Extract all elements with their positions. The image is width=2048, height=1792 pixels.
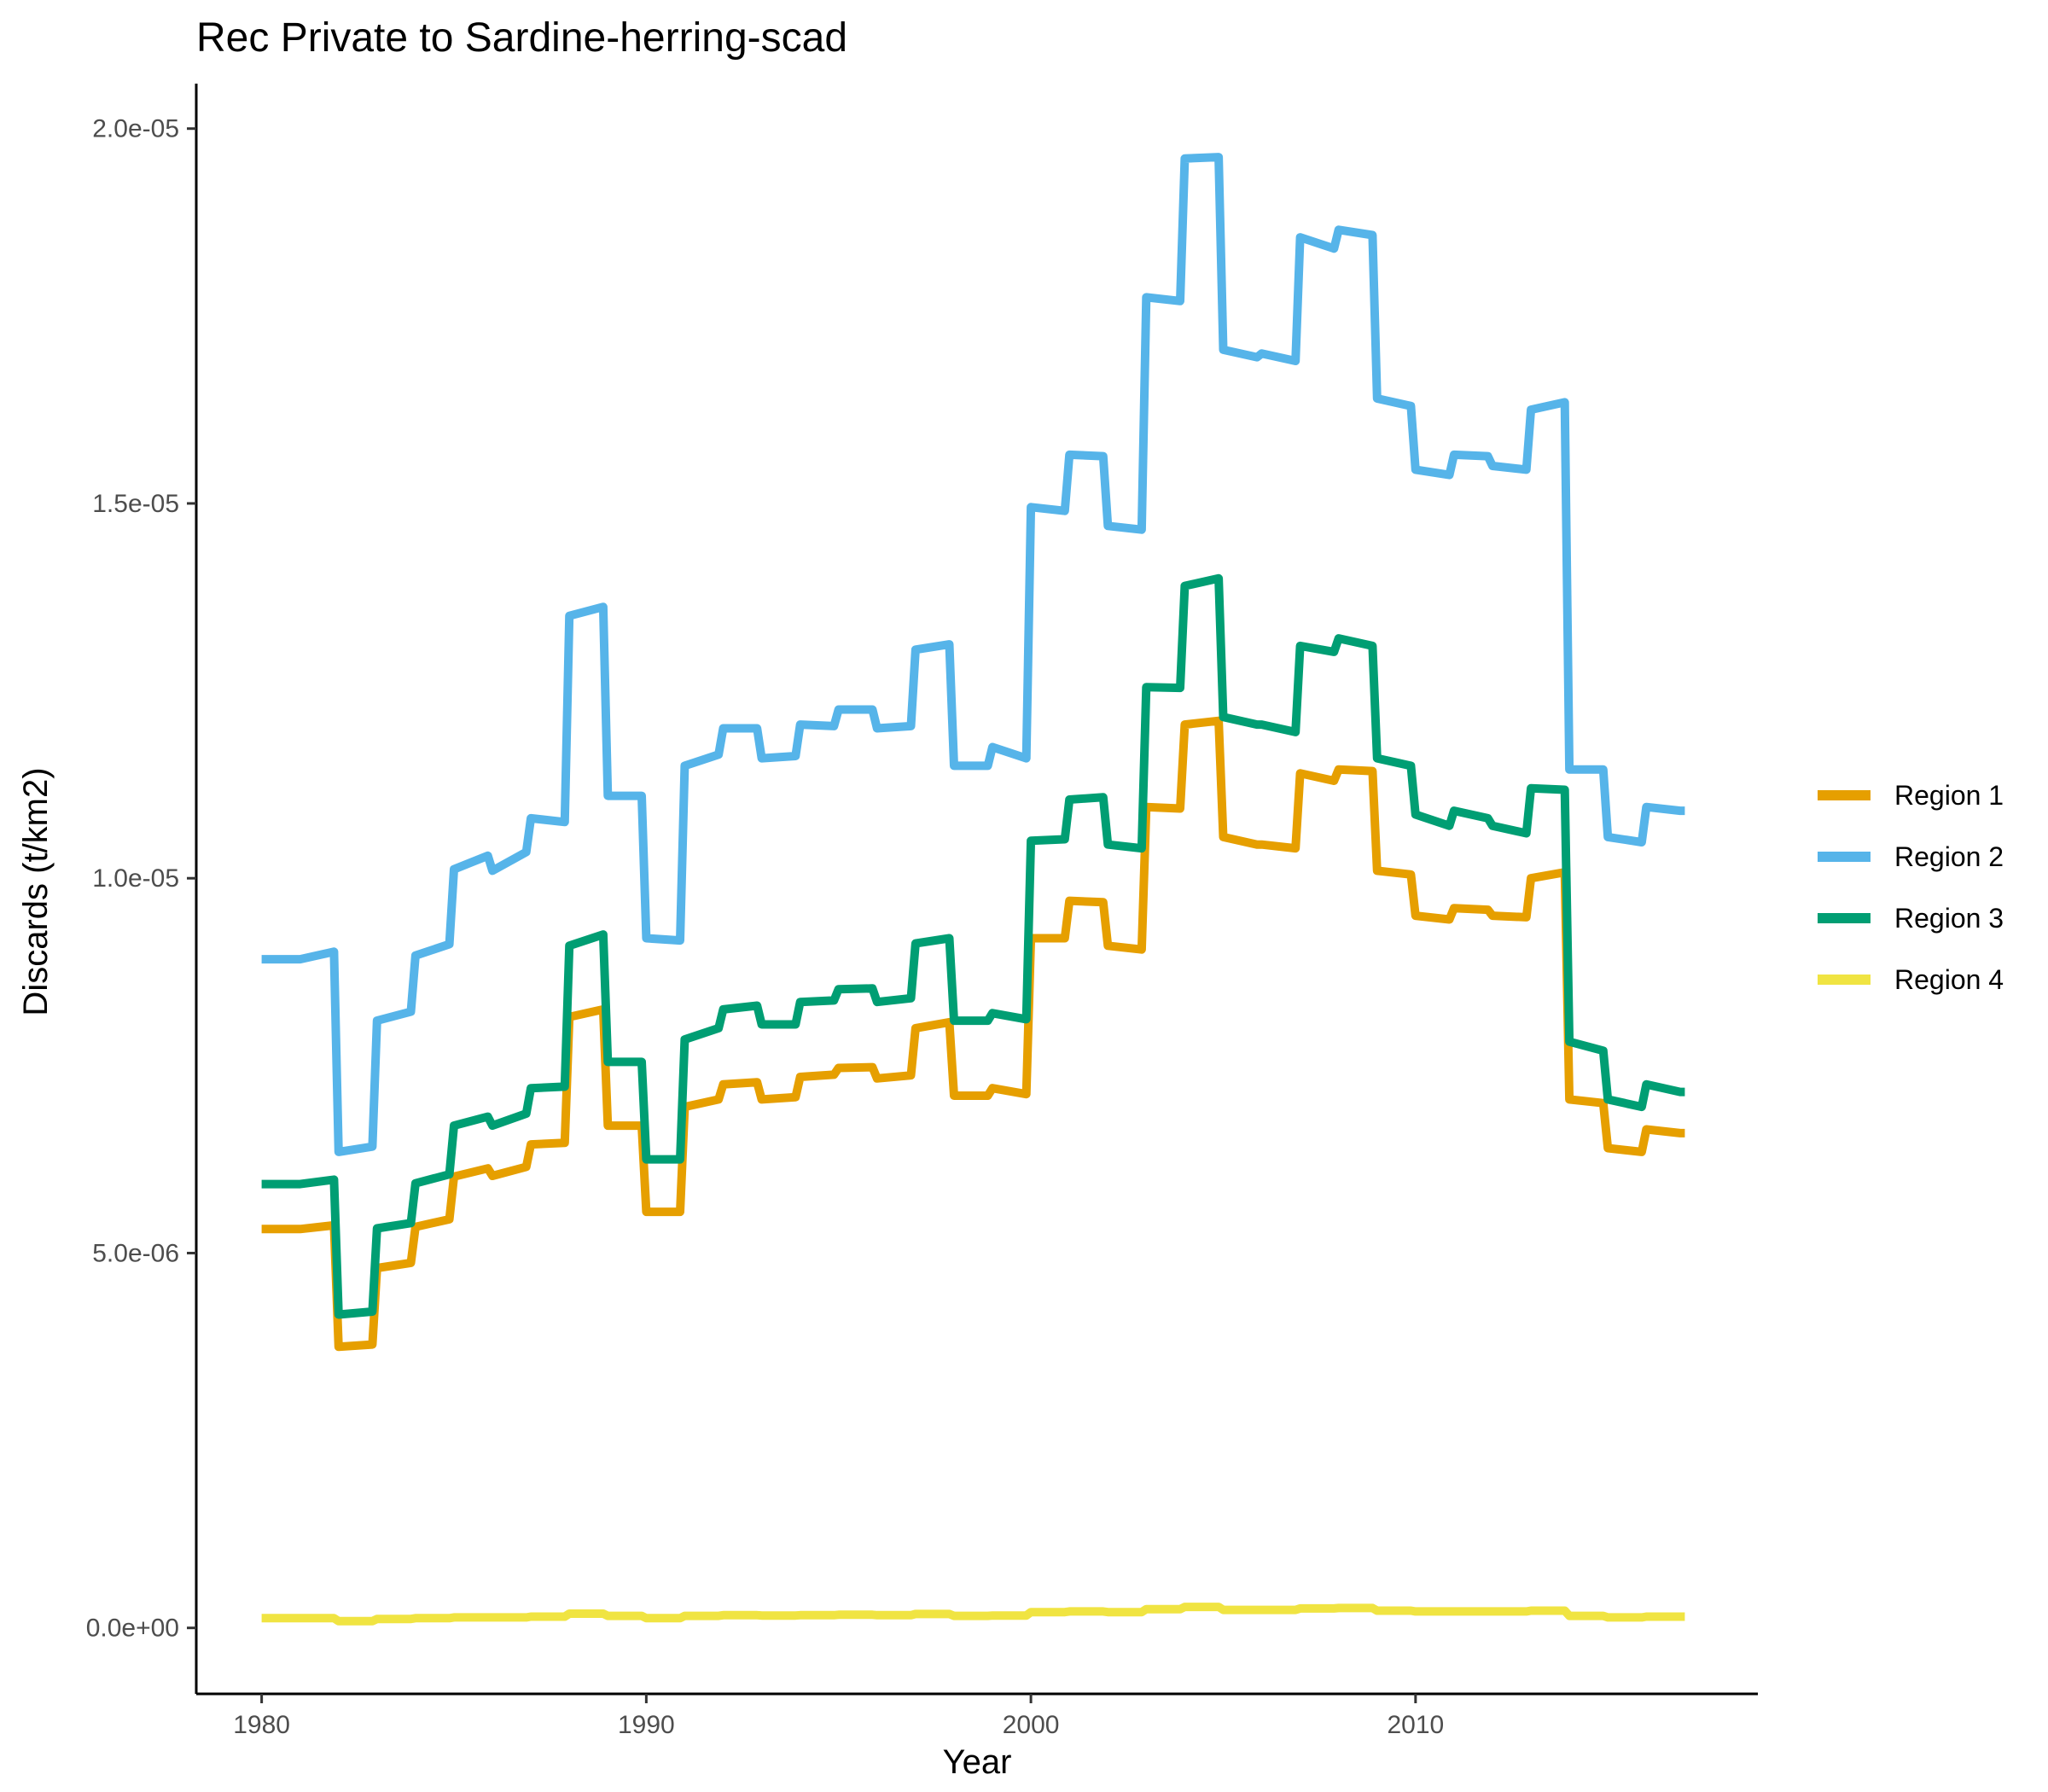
plot-area: 0.0e+00 5.0e-06 1.0e-05 1.5e-05 2.0e-05 1980…: [86, 84, 1758, 1739]
x-tick-label: 2010: [1387, 1711, 1444, 1739]
y-tick-label: 1.0e-05: [92, 864, 179, 893]
legend-label: Region 4: [1894, 964, 2004, 995]
y-tick-label: 2.0e-05: [92, 115, 179, 143]
series-layer: [261, 153, 1685, 1626]
series-line-region-4: [261, 1603, 1685, 1626]
legend: Region 1 Region 2 Region 3 Region 4: [1818, 780, 2004, 995]
x-tick-label: 2000: [1003, 1711, 1060, 1739]
y-axis-ticks: 0.0e+00 5.0e-06 1.0e-05 1.5e-05 2.0e-05: [86, 115, 196, 1643]
y-axis-title: Discards (t/km2): [17, 767, 55, 1015]
x-axis-title: Year: [943, 1743, 1012, 1781]
x-tick-label: 1980: [233, 1711, 290, 1739]
series-line-region-1: [261, 716, 1685, 1352]
x-axis-ticks: 1980 1990 2000 2010: [233, 1694, 1444, 1739]
series-line-region-2: [261, 153, 1685, 1156]
legend-label: Region 3: [1894, 903, 2004, 934]
y-tick-label: 1.5e-05: [92, 490, 179, 518]
chart-title: Rec Private to Sardine-herring-scad: [196, 15, 847, 61]
legend-label: Region 2: [1894, 841, 2004, 872]
series-line-region-3: [261, 573, 1685, 1319]
y-tick-label: 5.0e-06: [92, 1239, 179, 1267]
y-tick-label: 0.0e+00: [86, 1615, 179, 1643]
x-tick-label: 1990: [618, 1711, 675, 1739]
legend-label: Region 1: [1894, 780, 2004, 811]
